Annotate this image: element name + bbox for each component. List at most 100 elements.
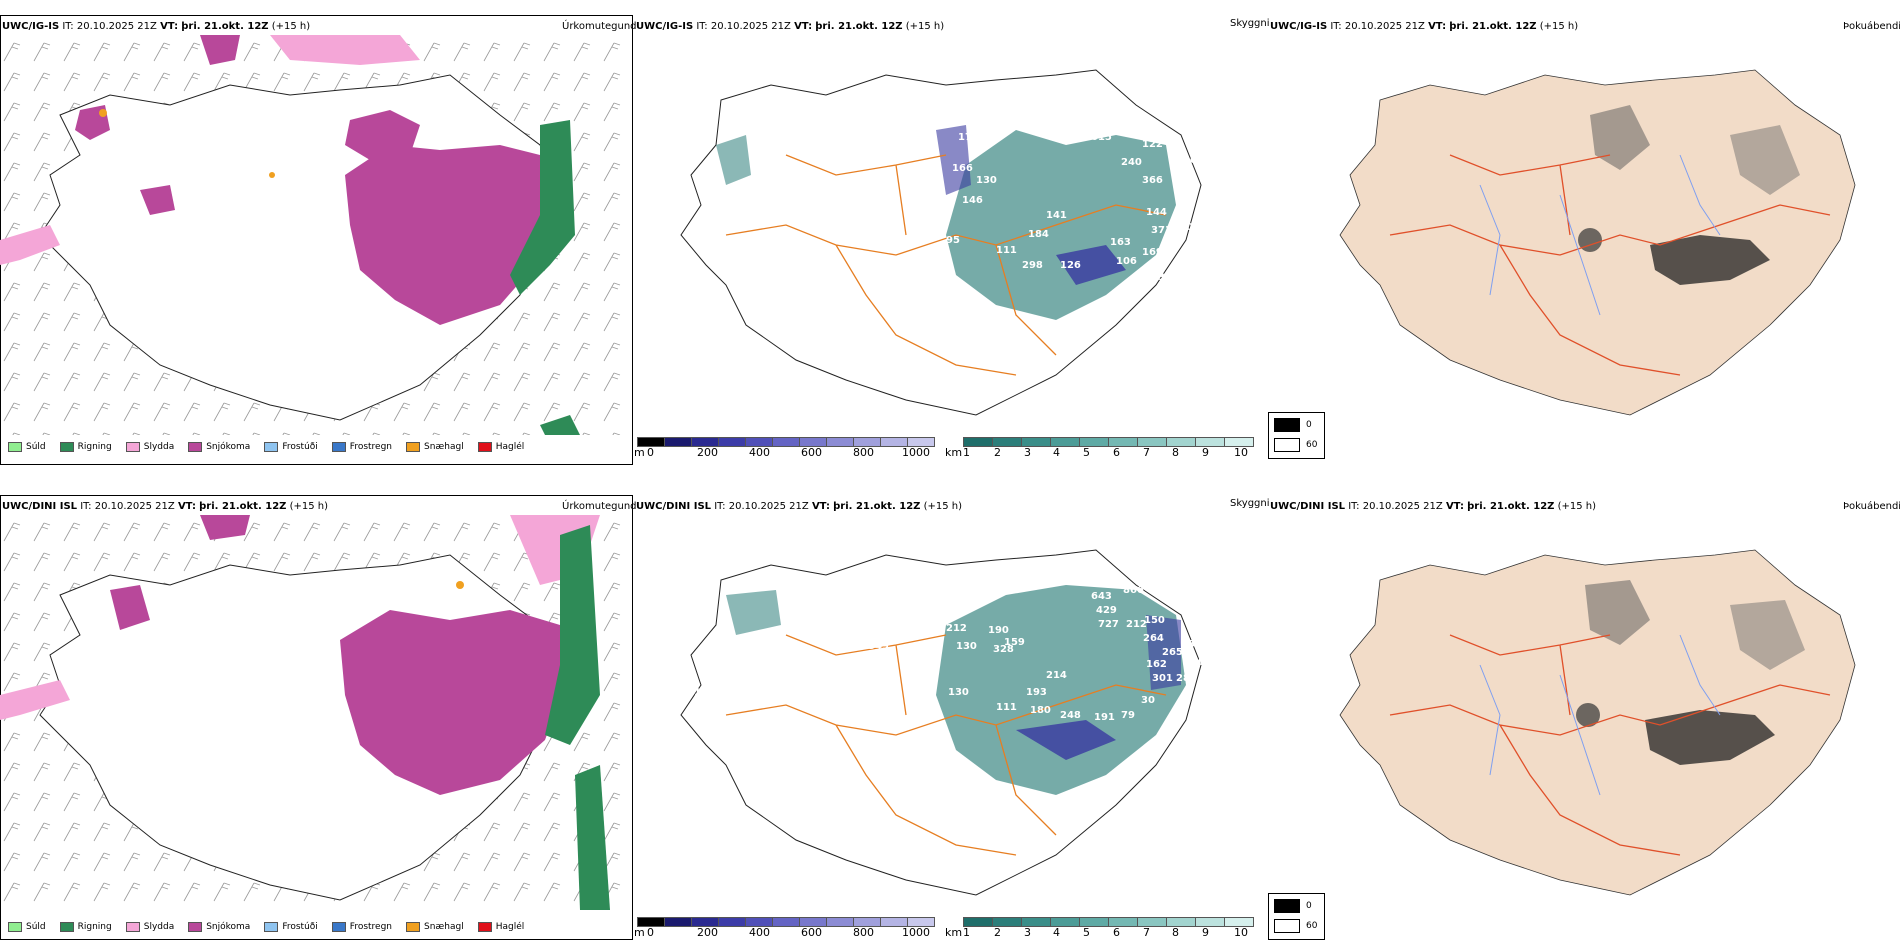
lead-time: (+15 h): [1539, 21, 1579, 32]
legend-item-freezing-drizzle: Frostúði: [264, 442, 318, 452]
colorbar-segment: [1195, 917, 1224, 927]
vt-label: VT:: [177, 501, 196, 512]
model-name: UWC/IG-IS: [1270, 21, 1328, 32]
cloudbase-tick: 600: [801, 446, 822, 459]
precip-type-label: Úrkomutegund: [562, 501, 637, 512]
cloudbase-tick: 1000: [902, 926, 930, 939]
colorbar-segment: [691, 917, 718, 927]
cloudbase-label: 201: [1179, 222, 1200, 233]
legend-label: Frostregn: [349, 442, 393, 452]
visibility-tick: 1: [963, 926, 970, 939]
cloudbase-tick: 400: [749, 926, 770, 939]
colorbar-segment: [1224, 917, 1254, 927]
cloudbase-label: 106: [694, 687, 715, 698]
cloudbase-label: 193: [1026, 687, 1047, 698]
colorbar-segment: [1195, 437, 1224, 447]
colorbar-segment: [1021, 917, 1050, 927]
cloudbase-label: 141: [1046, 210, 1067, 221]
precip-title: UWC/IG-IS IT: 20.10.2025 21Z VT: þri. 21…: [2, 21, 310, 32]
fog-legend-swatch: [1274, 919, 1300, 933]
row-1: UWC/IG-IS IT: 20.10.2025 21Z VT: þri. 21…: [0, 15, 1900, 465]
snow-area-main: [340, 610, 565, 795]
cloudbase-label: 643: [1091, 591, 1112, 602]
it-label: IT:: [714, 501, 726, 512]
visibility-tick: 1: [963, 446, 970, 459]
colorbar-segment: [772, 437, 799, 447]
fog-area-east: [1730, 125, 1800, 195]
cloudbase-label: 184: [1028, 229, 1049, 240]
colorbar-segment: [1050, 437, 1079, 447]
cloudbase-label: 150: [1144, 615, 1165, 626]
cloudbase-label: 130: [976, 175, 997, 186]
legend-item-hail: Haglél: [477, 922, 524, 932]
legend-swatch: [188, 922, 203, 932]
cloud-type-label: Skyggni: [1230, 498, 1270, 509]
legend-label: Snæhagl: [424, 922, 464, 932]
cloudbase-label: 144: [1146, 207, 1167, 218]
vt-value: þri. 21.okt. 12Z: [1467, 501, 1555, 512]
colorbar-segment: [907, 917, 935, 927]
colorbar-segment: [853, 437, 880, 447]
legend-item-freezing-drizzle: Frostúði: [264, 922, 318, 932]
fog-type-label: Þokuábendi: [1843, 501, 1900, 512]
cloudbase-colorbar: [637, 437, 935, 447]
precip-type-label: Úrkomutegund: [562, 21, 637, 32]
cloudbase-label: 179: [958, 132, 979, 143]
cloudbase-label: 130: [948, 687, 969, 698]
legend-swatch: [59, 922, 74, 932]
vt-value: þri. 21.okt. 12Z: [815, 21, 903, 32]
cloudbase-label: 248: [1060, 710, 1081, 721]
model-name: UWC/IG-IS: [2, 21, 60, 32]
cloudbase-label: 328: [993, 644, 1014, 655]
visibility-tick: 7: [1143, 446, 1150, 459]
colorbar-segment: [718, 437, 745, 447]
colorbar-segment: [992, 437, 1021, 447]
cloud-title: UWC/DINI ISL IT: 20.10.2025 21Z VT: þri.…: [636, 501, 962, 512]
legend-label: Frostúði: [282, 922, 318, 932]
roads: [725, 634, 1167, 856]
vt-label: VT:: [811, 501, 830, 512]
visibility-tick: 6: [1113, 926, 1120, 939]
cloudbase-label: 212: [946, 623, 967, 634]
colorbar-segment: [745, 437, 772, 447]
cloudbase-label: 349: [868, 641, 889, 652]
fog-type-label: Þokuábendi: [1843, 21, 1900, 32]
legend-label: Snjókoma: [206, 442, 251, 452]
legend-item-hail: Haglél: [477, 442, 524, 452]
vt-value: þri. 21.okt. 12Z: [1449, 21, 1537, 32]
visibility-tick: 4: [1053, 926, 1060, 939]
cloudbase-label: 169: [1142, 247, 1163, 258]
snow-area-west: [110, 585, 150, 630]
precip-title: UWC/DINI ISL IT: 20.10.2025 21Z VT: þri.…: [2, 501, 328, 512]
colorbar-segment: [745, 917, 772, 927]
cloudbase-label: 429: [1096, 605, 1117, 616]
visibility-tick: 3: [1024, 926, 1031, 939]
model-name: UWC/DINI ISL: [636, 501, 712, 512]
cloudbase-label: 180: [1030, 705, 1051, 716]
cloud-title: UWC/IG-IS IT: 20.10.2025 21Z VT: þri. 21…: [636, 21, 944, 32]
fog-legend-label: 60: [1306, 921, 1318, 931]
lead-time: (+15 h): [289, 501, 329, 512]
rain-area-east: [510, 120, 575, 295]
legend-label: Frostregn: [349, 922, 393, 932]
cloudbase-label: 95: [946, 235, 960, 246]
rain-area-se: [575, 765, 610, 910]
cloudbase-low-area-2: [936, 125, 971, 195]
legend-item-rain: Rigning: [59, 922, 112, 932]
cloudbase-label: 111: [996, 702, 1017, 713]
cloudbase-label: 214: [1046, 670, 1067, 681]
colorbar-segment: [772, 917, 799, 927]
cloudbase-label: 122: [1142, 139, 1163, 150]
cloudbase-label: 126: [1060, 260, 1081, 271]
colorbar-segment: [664, 917, 691, 927]
cloudbase-tick: 600: [801, 926, 822, 939]
cloudbase-label: 615: [1091, 132, 1112, 143]
cloudbase-tick: 800: [853, 446, 874, 459]
colorbar-segment: [1108, 437, 1137, 447]
graupel-spot-2: [269, 172, 275, 178]
precip-legend: Súld Rigning Slydda Snjókoma Frostúði Fr…: [8, 442, 532, 452]
cloudbase-label: 106: [1054, 329, 1075, 340]
colorbar-segment: [799, 437, 826, 447]
cloudbase-label: 169: [950, 594, 971, 605]
colorbar-segment: [637, 917, 664, 927]
